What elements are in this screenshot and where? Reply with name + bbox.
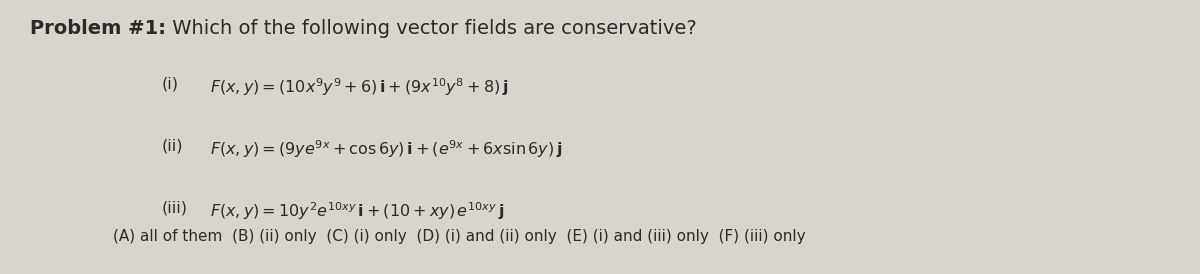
Text: Problem #1:: Problem #1: — [30, 19, 166, 38]
Text: $F(x, y) = (10x^9y^9 + 6)\,\mathbf{i} + (9x^{10}y^8 + 8)\,\mathbf{j}$: $F(x, y) = (10x^9y^9 + 6)\,\mathbf{i} + … — [210, 77, 509, 98]
Text: Which of the following vector fields are conservative?: Which of the following vector fields are… — [166, 19, 696, 38]
Text: (ii): (ii) — [162, 138, 184, 153]
Text: $F(x, y) = 10y^2 e^{10xy}\,\mathbf{i} + (10 + xy)\,e^{10xy}\,\mathbf{j}$: $F(x, y) = 10y^2 e^{10xy}\,\mathbf{i} + … — [210, 200, 504, 222]
Text: (iii): (iii) — [162, 200, 188, 215]
Text: $F(x, y) = (9ye^{9x} + \cos 6y)\,\mathbf{i} + (e^{9x} + 6x\sin 6y)\,\mathbf{j}$: $F(x, y) = (9ye^{9x} + \cos 6y)\,\mathbf… — [210, 138, 563, 160]
Text: (i): (i) — [162, 77, 179, 92]
Text: (A) all of them  (B) (ii) only  (C) (i) only  (D) (i) and (ii) only  (E) (i) and: (A) all of them (B) (ii) only (C) (i) on… — [113, 229, 805, 244]
